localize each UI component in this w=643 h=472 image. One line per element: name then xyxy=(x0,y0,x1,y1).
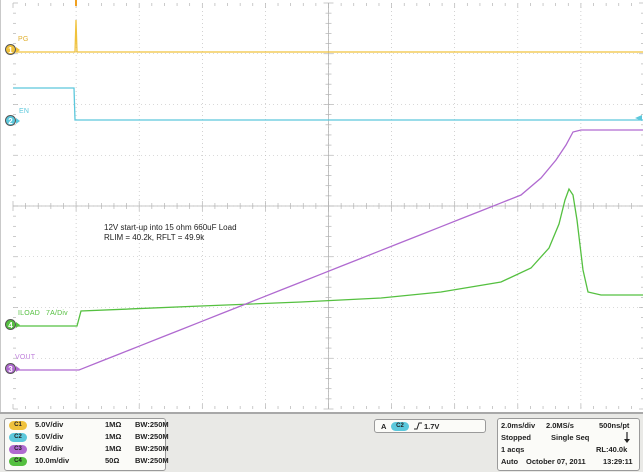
label-pg: PG xyxy=(18,36,29,43)
c2-badge[interactable]: C2 xyxy=(9,433,27,442)
trace-pg xyxy=(13,19,643,53)
c1-badge[interactable]: C1 xyxy=(9,421,27,430)
label-en: EN xyxy=(19,108,30,115)
label-iload: ILOAD xyxy=(18,310,41,317)
ch1-marker[interactable]: 1 xyxy=(5,44,16,55)
c4-scale: 10.0m/div xyxy=(35,456,70,465)
ch3-marker-arrow-icon xyxy=(16,366,20,372)
status-bar: C1 5.0V/div 1MΩ BW:250M C2 5.0V/div 1MΩ … xyxy=(0,412,643,472)
acquisition-mode: Single Seq xyxy=(551,433,590,442)
trigger-level: 1.7V xyxy=(424,422,440,431)
label-vout: VOUT xyxy=(15,354,36,361)
annotation-line-2: RLIM = 40.2k, RFLT = 49.9k xyxy=(104,233,205,242)
timebase: 2.0ms/div xyxy=(501,421,536,430)
c1-bandwidth: BW:250M xyxy=(135,420,169,429)
channel-settings-panel[interactable]: C1 5.0V/div 1MΩ BW:250M C2 5.0V/div 1MΩ … xyxy=(4,418,169,471)
trigger-panel[interactable]: A C2 1.7V xyxy=(374,419,486,433)
acquisition-state: Stopped xyxy=(501,433,531,442)
ch1-marker-arrow-icon xyxy=(16,47,20,53)
c3-impedance: 1MΩ xyxy=(105,444,122,453)
waveform-display: PG EN ILOAD 7A/Div VOUT 1 2 4 3 12V star… xyxy=(0,0,643,412)
waveform-traces xyxy=(13,0,643,371)
c1-impedance: 1MΩ xyxy=(105,420,122,429)
acquisition-panel[interactable]: 2.0ms/div 2.0MS/s 500ns/pt Stopped Singl… xyxy=(497,418,640,471)
resolution: 500ns/pt xyxy=(599,421,630,430)
c2-bandwidth: BW:250M xyxy=(135,432,169,441)
trace-en xyxy=(13,87,643,121)
trigger-run-mode: Auto xyxy=(501,457,519,466)
c3-scale: 2.0V/div xyxy=(35,444,64,453)
trigger-source-badge[interactable]: C2 xyxy=(391,422,409,431)
c3-badge[interactable]: C3 xyxy=(9,445,27,454)
c4-bandwidth: BW:250M xyxy=(135,456,169,465)
acquisition-count: 1 acqs xyxy=(501,445,525,454)
date: October 07, 2011 xyxy=(526,457,586,466)
c2-scale: 5.0V/div xyxy=(35,432,64,441)
trigger-status-icon xyxy=(624,432,630,443)
ch4-marker-arrow-icon xyxy=(16,322,20,328)
c3-bandwidth: BW:250M xyxy=(135,444,169,453)
trigger-mode: A xyxy=(381,422,387,431)
trace-vout xyxy=(13,129,643,371)
c4-impedance: 50Ω xyxy=(105,456,120,465)
c2-impedance: 1MΩ xyxy=(105,432,122,441)
annotation-line-1: 12V start-up into 15 ohm 660uF Load xyxy=(104,223,237,232)
c4-badge[interactable]: C4 xyxy=(9,457,27,466)
c1-scale: 5.0V/div xyxy=(35,420,64,429)
label-7a-div: 7A/Div xyxy=(46,310,68,317)
sample-rate: 2.0MS/s xyxy=(546,421,574,430)
trace-iload xyxy=(13,187,643,327)
annotation: 12V start-up into 15 ohm 660uF Load RLIM… xyxy=(104,223,237,243)
time: 13:29:11 xyxy=(603,457,633,466)
ch3-marker[interactable]: 3 xyxy=(5,363,16,374)
ch2-marker-arrow-icon xyxy=(16,118,20,124)
trigger-level-arrow xyxy=(635,115,642,121)
record-length: RL:40.0k xyxy=(596,445,628,454)
ch2-marker[interactable]: 2 xyxy=(5,115,16,126)
rising-edge-icon xyxy=(414,422,422,430)
ch4-marker[interactable]: 4 xyxy=(5,319,16,330)
